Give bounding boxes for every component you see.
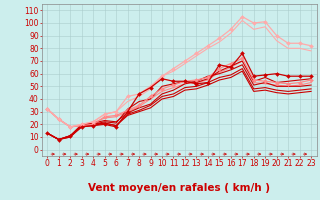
- Text: 12: 12: [180, 159, 190, 168]
- Text: 18: 18: [249, 159, 259, 168]
- Text: 6: 6: [114, 159, 119, 168]
- Text: 15: 15: [214, 159, 224, 168]
- Text: 11: 11: [169, 159, 178, 168]
- Text: 10: 10: [157, 159, 167, 168]
- Text: 20: 20: [272, 159, 282, 168]
- Text: 22: 22: [295, 159, 304, 168]
- Text: 4: 4: [91, 159, 96, 168]
- Text: 8: 8: [137, 159, 141, 168]
- Text: 13: 13: [192, 159, 201, 168]
- Text: 1: 1: [56, 159, 61, 168]
- Text: 14: 14: [203, 159, 213, 168]
- Text: 2: 2: [68, 159, 73, 168]
- Text: 0: 0: [45, 159, 50, 168]
- Text: 19: 19: [260, 159, 270, 168]
- Text: 17: 17: [237, 159, 247, 168]
- Text: 21: 21: [284, 159, 293, 168]
- Text: Vent moyen/en rafales ( km/h ): Vent moyen/en rafales ( km/h ): [88, 183, 270, 193]
- Text: 3: 3: [79, 159, 84, 168]
- Text: 23: 23: [306, 159, 316, 168]
- Text: 16: 16: [226, 159, 236, 168]
- Text: 7: 7: [125, 159, 130, 168]
- Text: 9: 9: [148, 159, 153, 168]
- Text: 5: 5: [102, 159, 107, 168]
